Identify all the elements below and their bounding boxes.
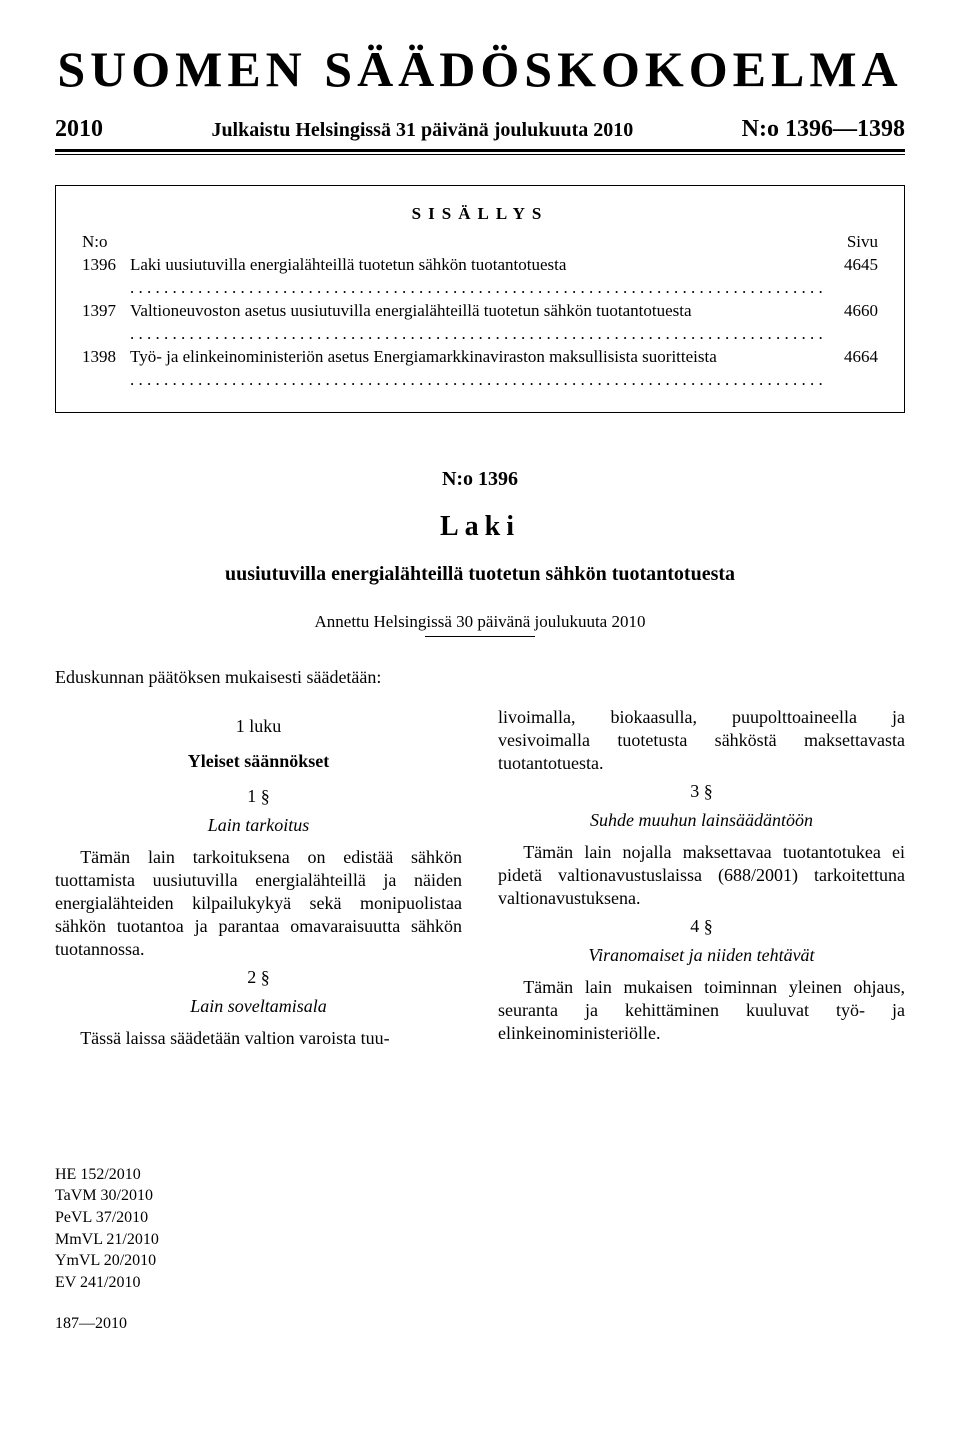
year: 2010: [55, 116, 103, 143]
issue-range: N:o 1396—1398: [742, 116, 905, 143]
left-column: 1 luku Yleiset säännökset 1 § Lain tarko…: [55, 706, 462, 1054]
toc-head-right: Sivu: [847, 232, 878, 252]
references-block: HE 152/2010 TaVM 30/2010 PeVL 37/2010 Mm…: [55, 1164, 905, 1294]
section-title: Viranomaiset ja niiden tehtävät: [498, 945, 905, 966]
toc-row: 1397 Valtioneuvoston asetus uusiutuvilla…: [82, 300, 878, 346]
double-rule: [55, 149, 905, 155]
section-number: 1 §: [55, 786, 462, 807]
section-number: 2 §: [55, 967, 462, 988]
chapter-number: 1 luku: [55, 716, 462, 737]
date-rule: [425, 636, 535, 637]
toc-header-row: N:o Sivu: [82, 232, 878, 252]
toc-num: 1397: [82, 300, 130, 323]
publication-info: Julkaistu Helsingissä 31 päivänä jouluku…: [211, 119, 633, 142]
section-title: Suhde muuhun lainsäädäntöön: [498, 810, 905, 831]
toc-row: 1398 Työ- ja elinkeinoministeriön asetus…: [82, 346, 878, 392]
reference-line: PeVL 37/2010: [55, 1207, 905, 1229]
toc-page: 4645: [824, 254, 878, 277]
two-column-body: 1 luku Yleiset säännökset 1 § Lain tarko…: [55, 706, 905, 1054]
law-date: Annettu Helsingissä 30 päivänä joulukuut…: [55, 612, 905, 632]
paragraph: Tämän lain mukaisen toiminnan yleinen oh…: [498, 976, 905, 1045]
toc-text-inner: Laki uusiutuvilla energialähteillä tuote…: [130, 255, 566, 274]
sub-header: 2010 Julkaistu Helsingissä 31 päivänä jo…: [55, 116, 905, 143]
paragraph-continuation: livoimalla, biokaasulla, puupolttoaineel…: [498, 706, 905, 775]
toc-row: 1396 Laki uusiutuvilla energialähteillä …: [82, 254, 878, 300]
paragraph: Tämän lain tarkoituksena on edistää sähk…: [55, 846, 462, 961]
paragraph: Tässä laissa säädetään valtion varoista …: [55, 1027, 462, 1050]
toc-text: Työ- ja elinkeinoministeriön asetus Ener…: [130, 346, 824, 392]
main-title: SUOMEN SÄÄDÖSKOKOELMA: [55, 40, 905, 98]
toc-text: Laki uusiutuvilla energialähteillä tuote…: [130, 254, 824, 300]
toc-text-inner: Työ- ja elinkeinoministeriön asetus Ener…: [130, 347, 717, 366]
section-number: 3 §: [498, 781, 905, 802]
section-title: Lain tarkoitus: [55, 815, 462, 836]
toc-num: 1398: [82, 346, 130, 369]
right-column: livoimalla, biokaasulla, puupolttoaineel…: [498, 706, 905, 1054]
toc-num: 1396: [82, 254, 130, 277]
reference-line: HE 152/2010: [55, 1164, 905, 1186]
chapter-title: Yleiset säännökset: [55, 751, 462, 772]
reference-line: EV 241/2010: [55, 1272, 905, 1294]
law-word: Laki: [55, 511, 905, 543]
toc-page: 4660: [824, 300, 878, 323]
toc-page: 4664: [824, 346, 878, 369]
toc-title: SISÄLLYS: [82, 204, 878, 224]
toc-text: Valtioneuvoston asetus uusiutuvilla ener…: [130, 300, 824, 346]
paragraph: Tämän lain nojalla maksettavaa tuotantot…: [498, 841, 905, 910]
law-number: N:o 1396: [55, 468, 905, 491]
section-number: 4 §: [498, 916, 905, 937]
reference-line: TaVM 30/2010: [55, 1185, 905, 1207]
reference-line: YmVL 20/2010: [55, 1250, 905, 1272]
law-title: uusiutuvilla energialähteillä tuotetun s…: [55, 563, 905, 586]
section-title: Lain soveltamisala: [55, 996, 462, 1017]
reference-line: MmVL 21/2010: [55, 1229, 905, 1251]
preamble: Eduskunnan päätöksen mukaisesti säädetää…: [55, 667, 905, 688]
toc-text-inner: Valtioneuvoston asetus uusiutuvilla ener…: [130, 301, 692, 320]
toc-head-left: N:o: [82, 232, 108, 252]
footer-code: 187—2010: [55, 1315, 905, 1333]
table-of-contents: SISÄLLYS N:o Sivu 1396 Laki uusiutuvilla…: [55, 185, 905, 413]
